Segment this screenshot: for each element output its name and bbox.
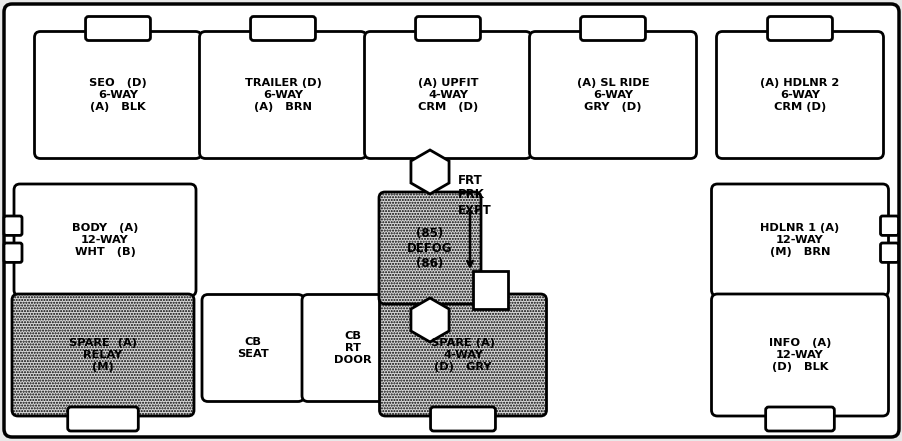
Text: CB
SEAT: CB SEAT (237, 337, 269, 359)
FancyBboxPatch shape (430, 407, 495, 431)
FancyBboxPatch shape (529, 31, 695, 158)
FancyBboxPatch shape (767, 16, 832, 41)
FancyBboxPatch shape (4, 216, 22, 235)
FancyBboxPatch shape (765, 407, 833, 431)
Text: BODY   (A)
12-WAY
WHT   (B): BODY (A) 12-WAY WHT (B) (72, 224, 138, 257)
FancyBboxPatch shape (879, 243, 897, 262)
FancyBboxPatch shape (250, 16, 315, 41)
Text: (A) UPFIT
4-WAY
CRM   (D): (A) UPFIT 4-WAY CRM (D) (418, 78, 478, 112)
FancyBboxPatch shape (715, 31, 882, 158)
Text: CB
RT
DOOR: CB RT DOOR (334, 331, 372, 365)
FancyBboxPatch shape (4, 4, 898, 437)
Text: TRAILER (D)
6-WAY
(A)   BRN: TRAILER (D) 6-WAY (A) BRN (244, 78, 321, 112)
FancyBboxPatch shape (301, 295, 403, 401)
FancyBboxPatch shape (580, 16, 645, 41)
Text: SEO   (D)
6-WAY
(A)   BLK: SEO (D) 6-WAY (A) BLK (89, 78, 147, 112)
FancyBboxPatch shape (879, 216, 897, 235)
FancyBboxPatch shape (415, 16, 480, 41)
FancyBboxPatch shape (68, 407, 138, 431)
Bar (472, 271, 507, 309)
FancyBboxPatch shape (4, 243, 22, 262)
FancyBboxPatch shape (202, 295, 304, 401)
FancyBboxPatch shape (379, 294, 546, 416)
Text: (A) SL RIDE
6-WAY
GRY   (D): (A) SL RIDE 6-WAY GRY (D) (576, 78, 649, 112)
Text: (85)
DEFOG
(86): (85) DEFOG (86) (407, 227, 452, 269)
FancyBboxPatch shape (199, 31, 366, 158)
Text: HDLNR 1 (A)
12-WAY
(M)   BRN: HDLNR 1 (A) 12-WAY (M) BRN (759, 224, 839, 257)
Text: SPARE (A)
4-WAY
(D)   GRY: SPARE (A) 4-WAY (D) GRY (430, 338, 494, 372)
FancyBboxPatch shape (14, 184, 196, 296)
FancyBboxPatch shape (12, 294, 194, 416)
FancyBboxPatch shape (34, 31, 201, 158)
Text: INFO   (A)
12-WAY
(D)   BLK: INFO (A) 12-WAY (D) BLK (768, 338, 830, 372)
FancyBboxPatch shape (379, 192, 481, 304)
Text: (A) HDLNR 2
6-WAY
CRM (D): (A) HDLNR 2 6-WAY CRM (D) (759, 78, 839, 112)
FancyBboxPatch shape (711, 294, 888, 416)
FancyBboxPatch shape (86, 16, 151, 41)
Text: SPARE  (A)
RELAY
(M): SPARE (A) RELAY (M) (69, 338, 137, 372)
Polygon shape (410, 298, 448, 342)
Text: FRT
PRK
EXPT: FRT PRK EXPT (457, 173, 492, 217)
Polygon shape (410, 150, 448, 194)
FancyBboxPatch shape (364, 31, 531, 158)
FancyBboxPatch shape (711, 184, 888, 296)
